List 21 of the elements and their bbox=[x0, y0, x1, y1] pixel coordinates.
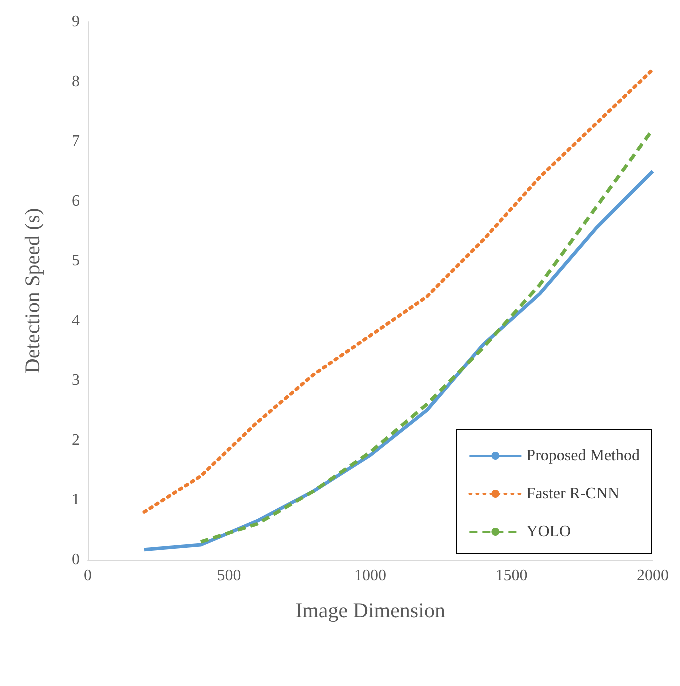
y-tick-label: 8 bbox=[72, 73, 80, 90]
y-tick-label: 0 bbox=[72, 552, 80, 568]
legend-label: Faster R-CNN bbox=[526, 486, 620, 502]
y-axis-title: Detection Speed (s) bbox=[20, 208, 44, 374]
x-axis-title: Image Dimension bbox=[296, 598, 446, 622]
y-tick-label: 1 bbox=[72, 492, 80, 509]
y-tick-label: 2 bbox=[72, 432, 80, 449]
legend-label: Proposed Method bbox=[526, 448, 640, 464]
x-tick-label: 0 bbox=[84, 568, 92, 584]
x-tick-label: 1500 bbox=[496, 568, 528, 584]
legend-label: YOLO bbox=[526, 524, 572, 540]
y-tick-label: 7 bbox=[72, 133, 80, 150]
x-tick-label: 1000 bbox=[354, 568, 386, 584]
x-tick-label: 2000 bbox=[637, 568, 669, 584]
y-tick-label: 5 bbox=[72, 252, 80, 270]
x-tick-label: 500 bbox=[217, 568, 242, 584]
y-tick-label: 3 bbox=[72, 372, 80, 390]
y-tick-label: 6 bbox=[72, 192, 80, 210]
line-series bbox=[142, 68, 655, 514]
y-tick-label: 4 bbox=[72, 312, 80, 330]
y-tick-label: 9 bbox=[72, 14, 80, 30]
